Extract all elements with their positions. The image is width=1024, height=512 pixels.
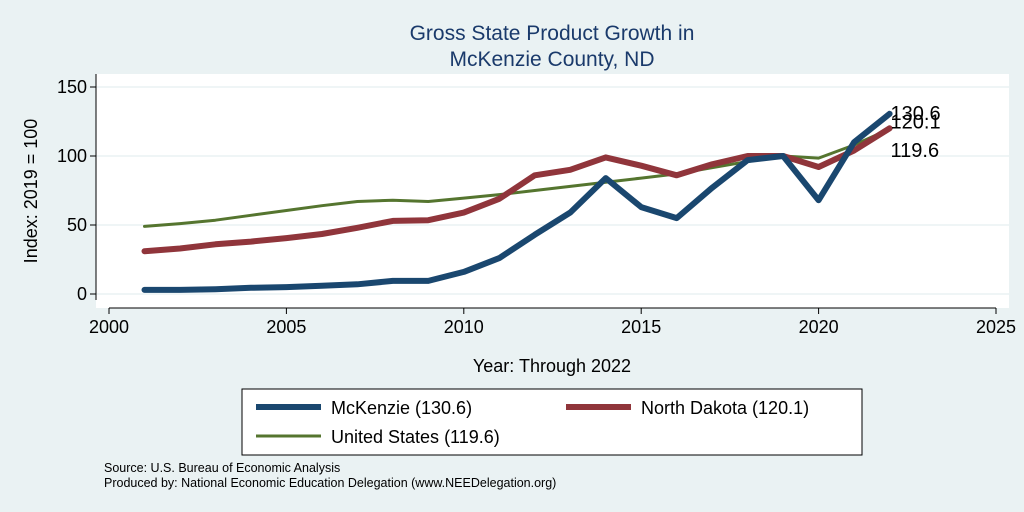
x-tick-label-2005: 2005 bbox=[266, 317, 306, 337]
x-tick-label-2010: 2010 bbox=[444, 317, 484, 337]
y-tick-label-150: 150 bbox=[57, 77, 87, 97]
axes bbox=[95, 74, 996, 309]
legend-label-mckenzie: McKenzie (130.6) bbox=[331, 398, 472, 418]
end-label-north-dakota: 120.1 bbox=[891, 111, 941, 133]
x-tick-label-2000: 2000 bbox=[89, 317, 129, 337]
x-axis-label: Year: Through 2022 bbox=[473, 356, 631, 376]
source-note: Source: U.S. Bureau of Economic Analysis bbox=[104, 461, 340, 475]
end-label-united-states: 119.6 bbox=[891, 140, 940, 162]
legend-label-united-states: United States (119.6) bbox=[331, 427, 500, 447]
x-tick-label-2015: 2015 bbox=[621, 317, 661, 337]
plot-area bbox=[96, 74, 1009, 308]
chart-title-line-1: Gross State Product Growth in bbox=[410, 22, 695, 45]
y-axis-label: Index: 2019 = 100 bbox=[21, 119, 41, 264]
chart-title-line-2: McKenzie County, ND bbox=[449, 48, 654, 71]
y-ticks: 0 50 100 150 bbox=[57, 77, 96, 304]
y-tick-label-50: 50 bbox=[67, 215, 87, 235]
legend-label-north-dakota: North Dakota (120.1) bbox=[641, 398, 809, 418]
end-label-mckenzie: 130.6 bbox=[891, 103, 941, 125]
y-tick-label-0: 0 bbox=[77, 284, 87, 304]
series-line-mckenzie bbox=[141, 110, 893, 293]
series-lines bbox=[141, 110, 893, 293]
legend: McKenzie (130.6) North Dakota (120.1) Un… bbox=[241, 388, 863, 456]
grid bbox=[96, 86, 1009, 295]
x-ticks: 2000 2005 2010 2015 2020 2025 bbox=[89, 308, 1016, 337]
y-tick-label-100: 100 bbox=[57, 146, 87, 166]
x-tick-label-2025: 2025 bbox=[976, 317, 1016, 337]
producer-note: Produced by: National Economic Education… bbox=[104, 476, 556, 490]
legend-box bbox=[241, 388, 863, 456]
x-tick-label-2020: 2020 bbox=[799, 317, 839, 337]
